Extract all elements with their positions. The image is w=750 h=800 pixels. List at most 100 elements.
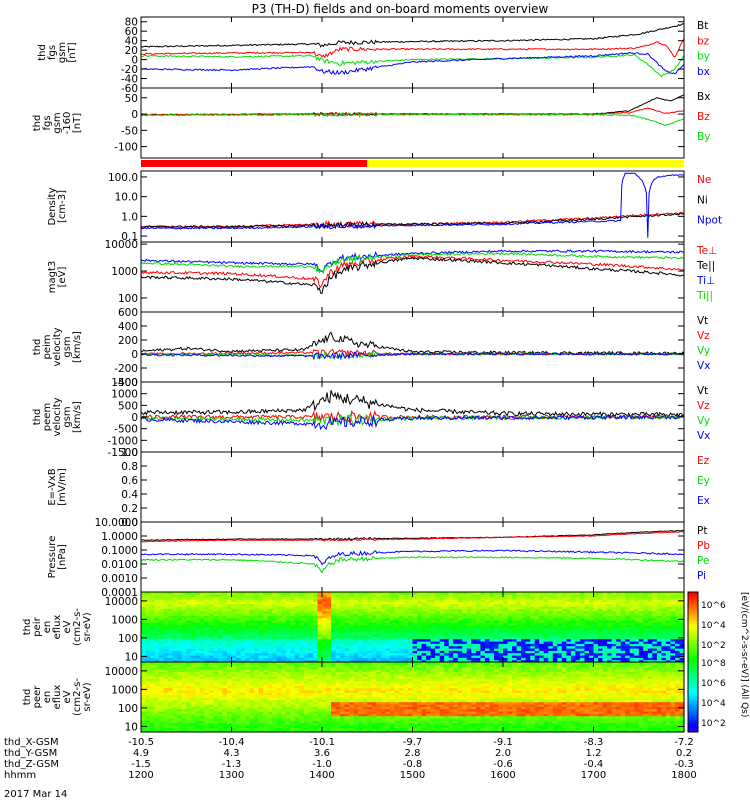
heatmap-cell [281,594,287,598]
heatmap-cell [154,708,160,712]
heatmap-cell [634,643,640,647]
heatmap-cell [168,617,174,621]
heatmap-cell [222,664,228,668]
heatmap-cell [177,652,183,656]
heatmap-cell [317,606,323,609]
heatmap-cell [159,729,165,733]
heatmap-cell [267,685,273,689]
heatmap-cell [231,622,237,626]
heatmap-cell [217,666,223,670]
heatmap-cell [285,678,291,682]
heatmap-cell [444,603,450,607]
heatmap-cell [652,599,658,602]
heatmap-cell [159,671,165,675]
heatmap-cell [656,645,662,649]
heatmap-cell [335,592,341,595]
heatmap-cell [525,648,531,651]
heatmap-cell [222,690,228,693]
heatmap-cell [299,636,305,640]
heatmap-cell [213,699,219,703]
heatmap-cell [462,592,468,595]
heatmap-cell [150,648,156,651]
heatmap-cell [154,592,160,595]
heatmap-cell [398,641,404,644]
heatmap-cell [525,620,531,623]
heatmap-cell [444,624,450,628]
heatmap-cell [403,617,409,621]
heatmap-cell [272,694,278,698]
heatmap-cell [172,638,178,642]
heatmap-cell [208,624,214,628]
heatmap-cell [231,699,237,703]
heatmap-cell [168,652,174,656]
heatmap-cell [340,645,346,649]
heatmap-cell [643,594,649,598]
heatmap-cell [308,648,314,651]
heatmap-cell [181,606,187,609]
heatmap-cell [181,683,187,686]
y-axis-label: [mV/m] [57,468,68,506]
heatmap-cell [679,624,685,628]
heatmap-cell [521,624,527,628]
heatmap-cell [435,615,441,619]
heatmap-cell [634,596,640,600]
heatmap-cell [557,608,563,612]
heatmap-cell [290,601,296,605]
heatmap-cell [281,662,287,665]
heatmap-cell [453,615,459,619]
heatmap-cell [272,608,278,612]
heatmap-cell [643,634,649,637]
heatmap-cell [593,648,599,651]
heatmap-cell [154,718,160,721]
heatmap-cell [480,631,486,635]
heatmap-cell [276,617,282,621]
heatmap-cell [186,641,192,644]
heatmap-cell [290,622,296,626]
heatmap-cell [349,655,355,658]
heatmap-cell [602,622,608,626]
heatmap-cell [249,622,255,626]
heatmap-cell [457,652,463,656]
heatmap-cell [512,603,518,607]
heatmap-cell [448,631,454,635]
heatmap-cell [263,659,269,663]
heatmap-cell [276,699,282,703]
heatmap-cell [367,601,373,605]
heatmap-cell [530,608,536,612]
heatmap-cell [290,720,296,724]
heatmap-cell [213,669,219,672]
heatmap-cell [308,608,314,612]
heatmap-cell [308,636,314,640]
heatmap-cell [168,676,174,679]
heatmap-cell [195,725,201,728]
heatmap-cell [647,603,653,607]
heatmap-cell [625,645,631,649]
heatmap-cell [530,636,536,640]
heatmap-cell [172,659,178,663]
heatmap-cell [484,620,490,623]
heatmap-cell [507,652,513,656]
heatmap-cell [177,622,183,626]
heatmap-cell [326,655,332,658]
heatmap-cell [150,652,156,656]
heatmap-cell [367,608,373,612]
heatmap-cell [272,615,278,619]
heatmap-cell [552,592,558,595]
heatmap-cell [141,671,147,675]
heatmap-cell [534,629,540,633]
heatmap-cell [557,603,563,607]
heatmap-cell [281,608,287,612]
heatmap-cell [199,636,205,640]
heatmap-cell [145,711,151,714]
heatmap-cell [484,608,490,612]
heatmap-cell [611,624,617,628]
heatmap-cell [403,631,409,635]
heatmap-cell [471,592,477,595]
heatmap-cell [394,603,400,607]
heatmap-cell [150,606,156,609]
heatmap-cell [489,608,495,612]
heatmap-cell [168,650,174,654]
heatmap-cell [276,720,282,724]
heatmap-cell [231,610,237,614]
